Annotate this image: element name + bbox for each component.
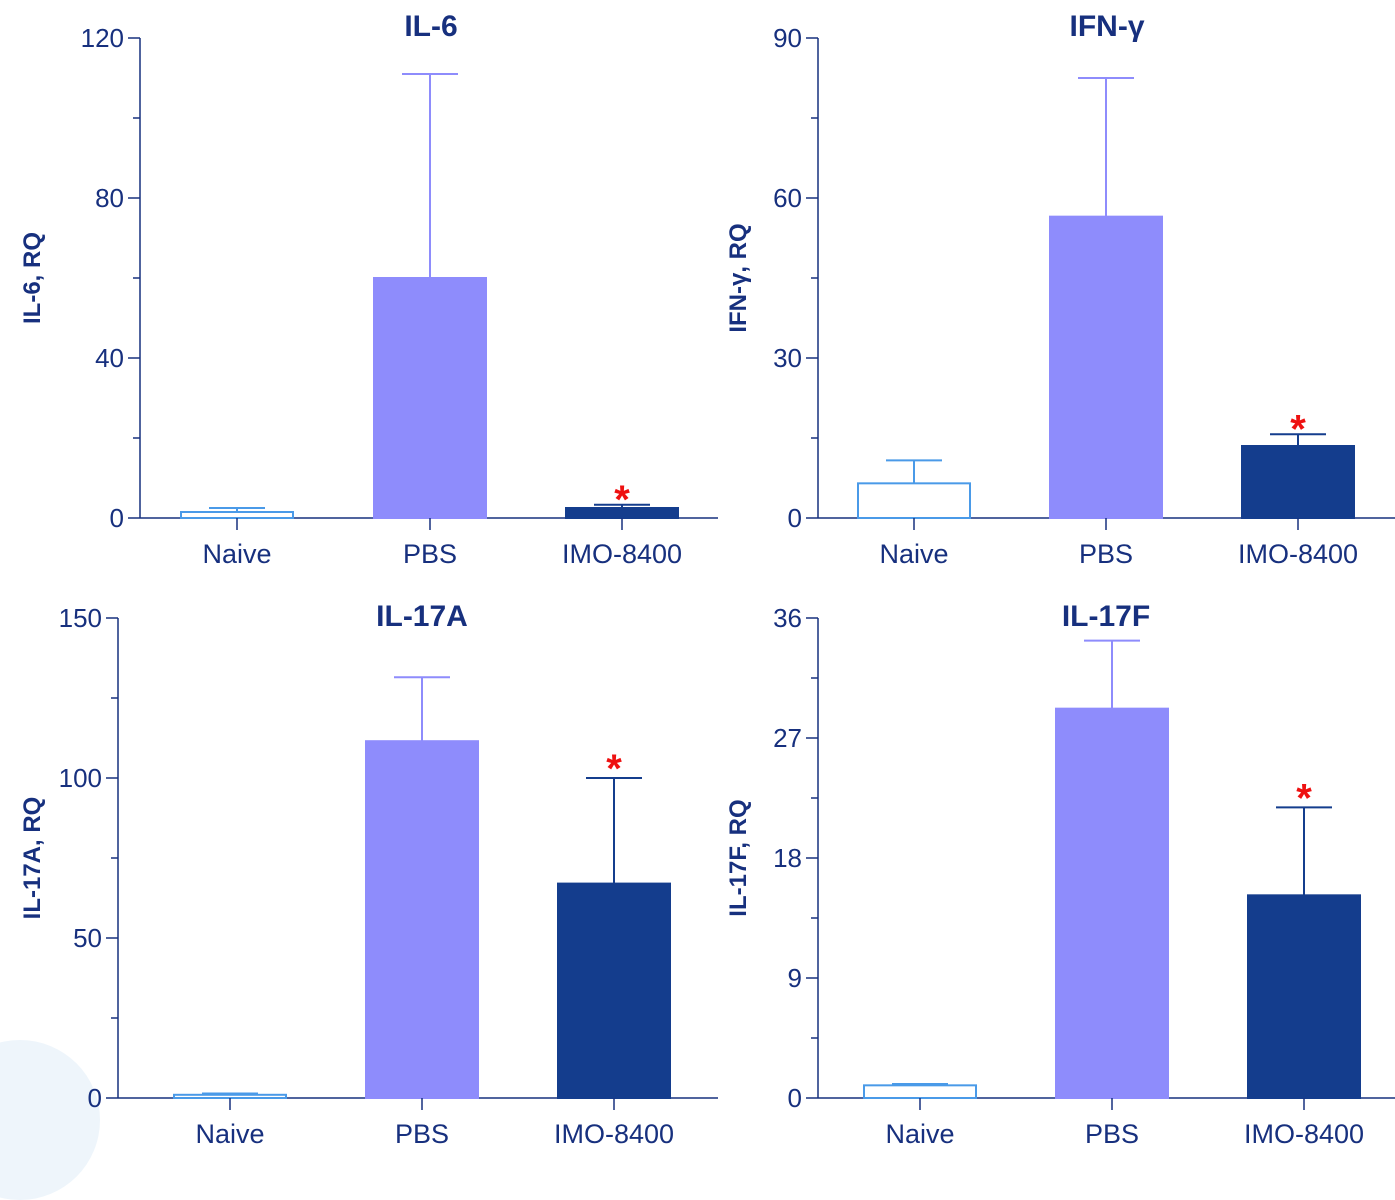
chart-title: IL-6 — [404, 10, 457, 43]
chart-title: IFN-γ — [1070, 10, 1145, 43]
bar-imo-8400 — [1247, 894, 1361, 1099]
bar-naive — [173, 1093, 287, 1100]
chart-title: IL-17A — [376, 600, 468, 633]
x-category-label: IMO-8400 — [1238, 539, 1358, 569]
significance-star: * — [1296, 776, 1312, 820]
y-tick-label: 90 — [773, 23, 802, 53]
bar-pbs — [373, 277, 487, 519]
y-tick-label: 27 — [773, 723, 802, 753]
x-category-label: Naive — [195, 1119, 264, 1149]
y-tick-label: 18 — [773, 843, 802, 873]
x-category-label: Naive — [879, 539, 948, 569]
x-category-label: PBS — [403, 539, 457, 569]
bar-naive — [180, 511, 294, 519]
y-axis-label: IL-6, RQ — [19, 232, 46, 324]
bar-pbs — [1055, 707, 1169, 1100]
x-category-label: IMO-8400 — [562, 539, 682, 569]
bar-imo-8400 — [1241, 445, 1355, 519]
y-tick-label: 150 — [59, 603, 102, 633]
significance-star: * — [614, 478, 630, 522]
y-tick-label: 9 — [788, 963, 802, 993]
y-tick-label: 0 — [788, 1083, 802, 1113]
y-axis-label: IFN-γ, RQ — [725, 223, 752, 332]
y-tick-label: 0 — [110, 503, 124, 533]
significance-star: * — [606, 747, 622, 791]
y-tick-label: 30 — [773, 343, 802, 373]
y-tick-label: 0 — [88, 1083, 102, 1113]
y-tick-label: 100 — [59, 763, 102, 793]
x-category-label: Naive — [885, 1119, 954, 1149]
y-tick-label: 40 — [95, 343, 124, 373]
y-tick-label: 60 — [773, 183, 802, 213]
bar-pbs — [1049, 215, 1163, 520]
bar-pbs — [365, 740, 479, 1099]
bar-imo-8400 — [557, 882, 671, 1099]
y-tick-label: 80 — [95, 183, 124, 213]
x-category-label: PBS — [1085, 1119, 1139, 1149]
y-tick-label: 50 — [73, 923, 102, 953]
y-axis-label: IL-17A, RQ — [19, 797, 46, 920]
y-axis-label: IL-17F, RQ — [725, 799, 752, 916]
x-category-label: IMO-8400 — [554, 1119, 674, 1149]
y-tick-label: 0 — [788, 503, 802, 533]
y-tick-label: 36 — [773, 603, 802, 633]
significance-star: * — [1290, 407, 1306, 451]
x-category-label: PBS — [1079, 539, 1133, 569]
cytokine-bar-charts: 0 40 80 120 Naive PBS IMO-8400 * IL-6 IL-6, RQ 0 30… — [19, 10, 1395, 1149]
y-tick-label: 120 — [81, 23, 124, 53]
chart-title: IL-17F — [1062, 600, 1150, 633]
x-category-label: PBS — [395, 1119, 449, 1149]
x-category-label: IMO-8400 — [1244, 1119, 1364, 1149]
x-category-label: Naive — [202, 539, 271, 569]
bar-naive — [857, 482, 971, 520]
bar-naive — [863, 1084, 977, 1100]
